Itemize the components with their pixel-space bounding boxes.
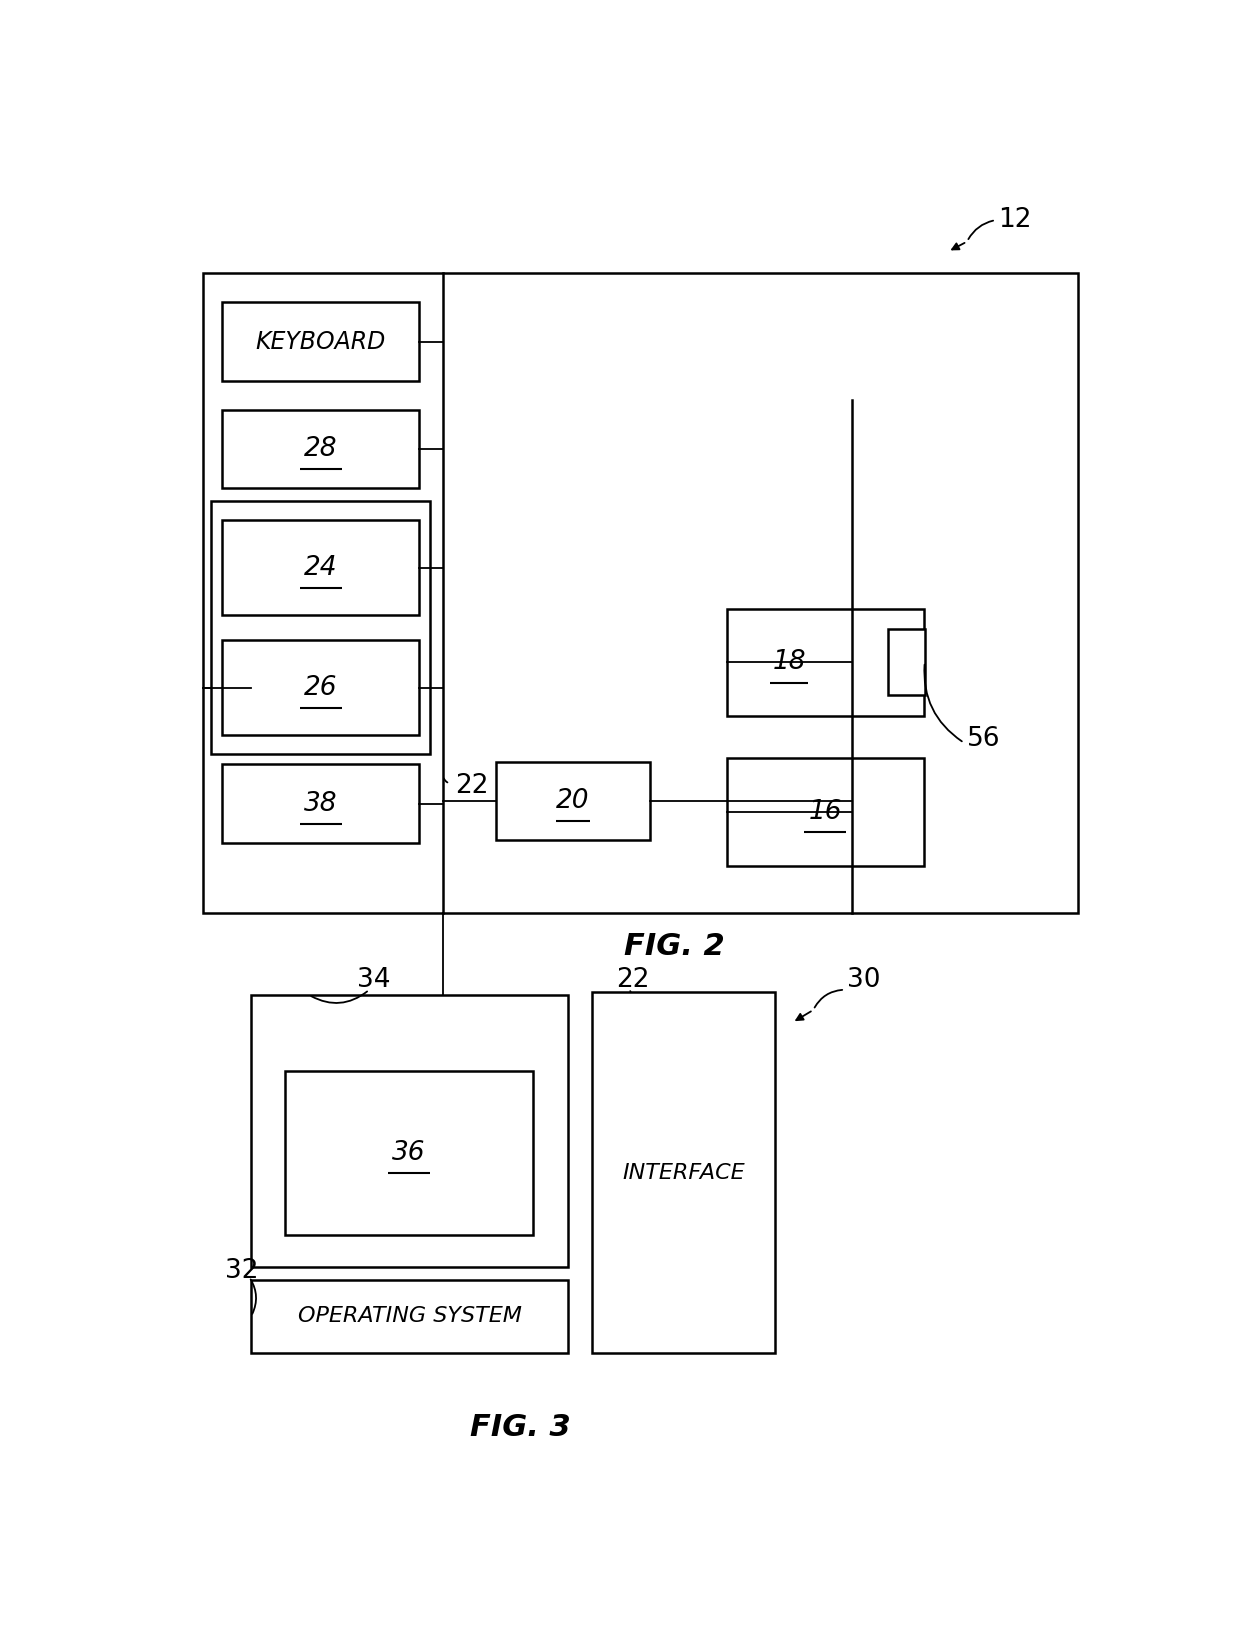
Text: 24: 24 xyxy=(304,554,337,580)
FancyBboxPatch shape xyxy=(593,993,775,1353)
Text: FIG. 2: FIG. 2 xyxy=(624,932,724,962)
FancyBboxPatch shape xyxy=(285,1070,533,1235)
Text: 26: 26 xyxy=(304,674,337,700)
Text: FIG. 3: FIG. 3 xyxy=(470,1414,570,1442)
Text: 18: 18 xyxy=(773,649,806,676)
FancyBboxPatch shape xyxy=(222,302,419,381)
Text: 28: 28 xyxy=(304,436,337,462)
Text: 16: 16 xyxy=(808,799,842,825)
FancyBboxPatch shape xyxy=(222,520,419,615)
Text: 36: 36 xyxy=(392,1139,425,1166)
FancyBboxPatch shape xyxy=(888,630,925,695)
FancyBboxPatch shape xyxy=(496,761,650,840)
Text: 32: 32 xyxy=(224,1258,258,1284)
Text: 30: 30 xyxy=(847,967,880,993)
Text: 22: 22 xyxy=(455,773,489,799)
Text: 34: 34 xyxy=(357,967,391,993)
Text: 12: 12 xyxy=(998,207,1032,233)
Text: 38: 38 xyxy=(304,791,337,817)
Text: 22: 22 xyxy=(616,967,650,993)
FancyBboxPatch shape xyxy=(222,764,419,843)
FancyBboxPatch shape xyxy=(727,758,924,866)
Text: 20: 20 xyxy=(557,787,590,814)
Text: OPERATING SYSTEM: OPERATING SYSTEM xyxy=(298,1307,522,1327)
Text: 56: 56 xyxy=(967,727,1001,751)
FancyBboxPatch shape xyxy=(727,608,924,717)
FancyBboxPatch shape xyxy=(222,640,419,735)
FancyBboxPatch shape xyxy=(222,409,419,488)
FancyBboxPatch shape xyxy=(250,1279,568,1353)
FancyBboxPatch shape xyxy=(203,273,1078,912)
Text: INTERFACE: INTERFACE xyxy=(622,1162,745,1182)
FancyBboxPatch shape xyxy=(250,995,568,1268)
Text: KEYBOARD: KEYBOARD xyxy=(255,329,386,353)
